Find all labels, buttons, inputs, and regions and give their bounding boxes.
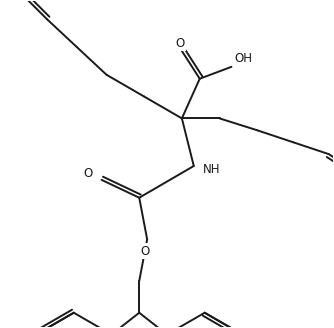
Text: O: O	[175, 36, 184, 50]
Text: O: O	[83, 167, 92, 180]
Text: O: O	[141, 245, 150, 258]
Text: NH: NH	[203, 163, 220, 176]
Text: OH: OH	[234, 52, 253, 65]
